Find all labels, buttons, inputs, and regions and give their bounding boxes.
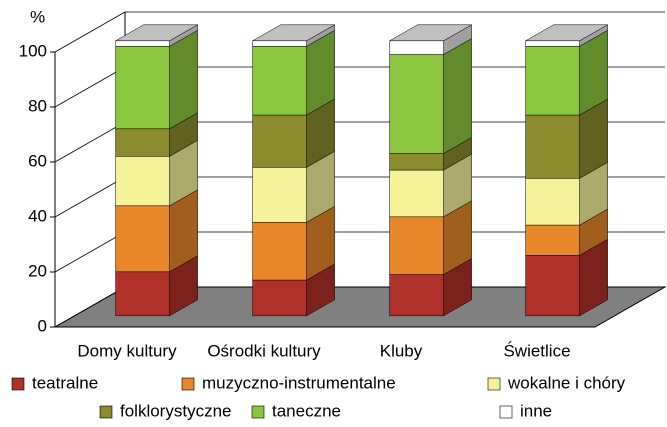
grid-line bbox=[54, 231, 126, 273]
bar-top bbox=[524, 24, 609, 42]
y-tick-label: 60 bbox=[28, 151, 47, 170]
bar-segment bbox=[252, 222, 307, 281]
y-tick-label: 20 bbox=[28, 261, 47, 280]
bar-segment bbox=[389, 40, 444, 55]
bar-segment bbox=[389, 54, 444, 154]
legend-swatch bbox=[487, 377, 501, 391]
bar-segment bbox=[115, 205, 170, 273]
bar-segment bbox=[389, 153, 444, 171]
legend-label: teatralne bbox=[32, 373, 98, 392]
grid-line bbox=[54, 286, 126, 328]
bar-segment bbox=[252, 114, 307, 168]
y-tick-label: 0 bbox=[38, 316, 47, 335]
bar-segment bbox=[252, 46, 307, 116]
x-tick-label: Domy kultury bbox=[77, 341, 177, 360]
legend-label: muzyczno-instrumentalne bbox=[202, 373, 396, 392]
bar-segment bbox=[525, 255, 580, 317]
bar-side bbox=[169, 29, 198, 130]
bar-segment bbox=[389, 169, 444, 218]
legend-label: wokalne i chóry bbox=[507, 373, 626, 392]
grid-line bbox=[54, 121, 126, 163]
x-tick-label: Świetlice bbox=[503, 341, 570, 360]
bar-segment bbox=[389, 274, 444, 317]
x-tick-label: Ośrodki kultury bbox=[207, 341, 321, 360]
bar-segment bbox=[115, 128, 170, 157]
bar-segment bbox=[252, 40, 307, 47]
bar-top bbox=[251, 24, 336, 42]
grid-line bbox=[54, 66, 126, 108]
bar-segment bbox=[525, 224, 580, 256]
legend-swatch bbox=[99, 405, 113, 419]
bar-segment bbox=[252, 167, 307, 223]
legend-label: folklorystyczne bbox=[120, 401, 231, 420]
y-axis-label: % bbox=[30, 7, 45, 26]
legend-swatch bbox=[11, 377, 25, 391]
bar-segment bbox=[389, 216, 444, 275]
bar-segment bbox=[525, 178, 580, 226]
bar-side bbox=[443, 38, 472, 154]
legend-swatch bbox=[181, 377, 195, 391]
bar-segment bbox=[115, 46, 170, 130]
legend-label: inne bbox=[520, 401, 552, 420]
bar-segment bbox=[525, 46, 580, 116]
y-tick-label: 80 bbox=[28, 96, 47, 115]
grid-line bbox=[54, 11, 126, 53]
bar-segment bbox=[525, 40, 580, 47]
x-tick-label: Kluby bbox=[380, 341, 423, 360]
y-tick-label: 100 bbox=[19, 41, 47, 60]
bar-segment bbox=[115, 40, 170, 47]
legend-label: taneczne bbox=[272, 401, 341, 420]
bar-segment bbox=[525, 114, 580, 179]
legend-swatch bbox=[251, 405, 265, 419]
bar-top bbox=[114, 24, 199, 42]
grid-line bbox=[54, 176, 126, 218]
bar-segment bbox=[115, 271, 170, 317]
legend-swatch bbox=[499, 405, 513, 419]
y-tick-label: 40 bbox=[28, 206, 47, 225]
bar-top bbox=[388, 24, 473, 42]
bar-segment bbox=[115, 156, 170, 207]
bar-segment bbox=[252, 279, 307, 317]
